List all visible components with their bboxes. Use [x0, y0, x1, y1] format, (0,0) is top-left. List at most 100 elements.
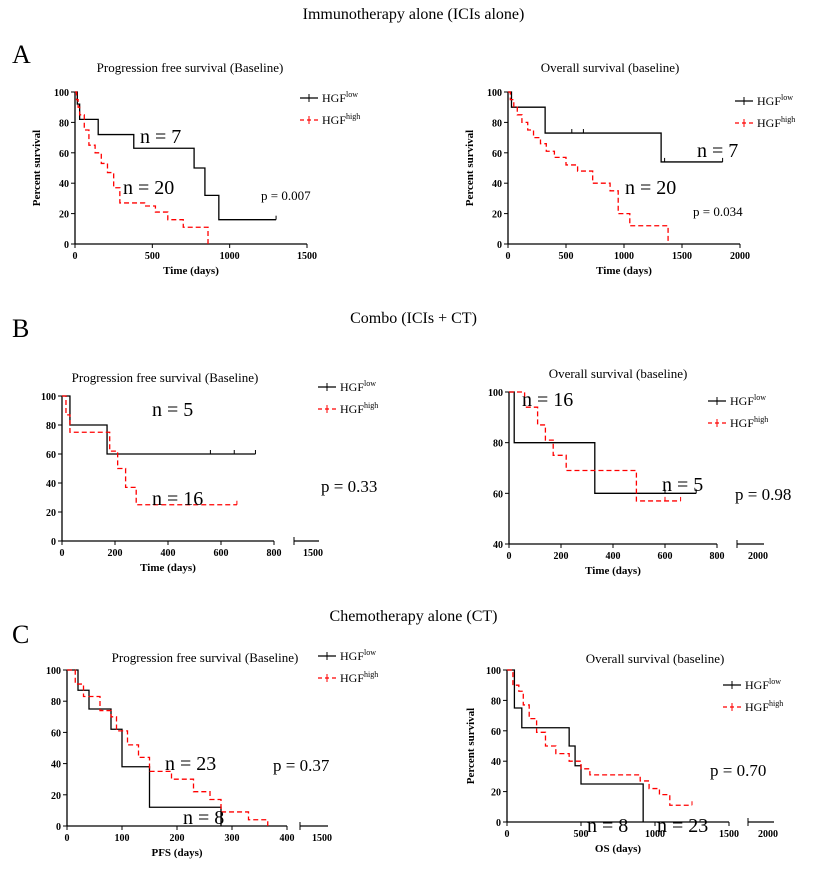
y-tick-label: 80	[491, 696, 501, 707]
n-count-annotation: n = 7	[697, 140, 738, 162]
x-tick-label: 500	[574, 829, 589, 840]
legend: HGFlow HGFhigh	[318, 379, 378, 416]
x-tick-label: 200	[108, 548, 123, 559]
y-tick-label: 80	[46, 421, 56, 432]
y-tick-label: 100	[488, 388, 503, 399]
x-tick-label: 300	[225, 833, 240, 844]
x-tick-label: 2000	[748, 551, 768, 562]
x-tick-label: 600	[658, 551, 673, 562]
n-count-annotation: n = 5	[662, 474, 703, 496]
x-tick-label: 1500	[719, 829, 739, 840]
n-count-annotation: n = 8	[183, 807, 224, 829]
y-tick-label: 80	[493, 439, 503, 450]
section-b-title: Combo (ICIs + CT)	[350, 310, 477, 327]
y-tick-label: 60	[491, 727, 501, 738]
legend-label-hgf-low: HGFlow	[340, 648, 376, 663]
y-tick-label: 80	[492, 118, 502, 129]
x-tick-label: 1000	[220, 251, 240, 262]
legend: HGFlow HGFhigh	[318, 648, 378, 685]
x-axis-label: Time (days)	[596, 265, 652, 277]
x-tick-label: 0	[60, 548, 65, 559]
legend-label-hgf-high: HGFhigh	[745, 699, 783, 714]
y-tick-label: 60	[492, 149, 502, 160]
y-tick-label: 40	[491, 757, 501, 768]
x-tick-label: 200	[170, 833, 185, 844]
y-tick-label: 80	[51, 697, 61, 708]
p-value-annotation: p = 0.33	[321, 477, 377, 496]
x-tick-label: 400	[280, 833, 295, 844]
y-tick-label: 0	[496, 818, 501, 829]
x-tick-label: 1500	[297, 251, 317, 262]
y-tick-label: 60	[59, 149, 69, 160]
x-tick-label: 1500	[312, 833, 332, 844]
series-line-hgf-high	[67, 669, 269, 826]
x-tick-label: 0	[505, 829, 510, 840]
p-value-annotation: p = 0.70	[710, 761, 766, 780]
y-tick-label: 100	[41, 392, 56, 403]
p-value-annotation: p = 0.007	[261, 188, 311, 203]
legend-label-hgf-low: HGFlow	[730, 393, 766, 408]
legend-label-hgf-low: HGFlow	[340, 379, 376, 394]
x-axis-label: Time (days)	[163, 265, 219, 277]
series-line-hgf-high	[509, 391, 681, 502]
n-count-annotation: n = 16	[152, 488, 203, 510]
series-line-hgf-low	[507, 669, 644, 822]
n-count-annotation: n = 20	[625, 177, 676, 199]
n-count-annotation: n = 20	[123, 177, 174, 199]
x-tick-label: 400	[606, 551, 621, 562]
x-tick-label: 0	[507, 551, 512, 562]
series-line-hgf-low	[62, 395, 256, 455]
series-line-hgf-high	[62, 395, 237, 506]
y-tick-label: 100	[487, 88, 502, 99]
section-a-title: Immunotherapy alone (ICIs alone)	[302, 6, 525, 23]
y-tick-label: 40	[46, 479, 56, 490]
legend-label-hgf-low: HGFlow	[757, 93, 793, 108]
chart-c-pfs: Progression free survival (Baseline) 0 20 4…	[46, 648, 378, 859]
chart-title: Overall survival (baseline)	[586, 651, 725, 666]
y-tick-label: 0	[51, 537, 56, 548]
series-line-hgf-high	[508, 91, 669, 244]
chart-a-pfs: Progression free survival (Baseline) 0 20 4…	[31, 60, 360, 277]
n-count-annotation: n = 8	[587, 815, 628, 837]
legend-label-hgf-low: HGFlow	[322, 90, 358, 105]
n-count-annotation: n = 7	[140, 126, 181, 148]
x-tick-label: 500	[559, 251, 574, 262]
legend: HGFlow HGFhigh	[735, 93, 795, 130]
y-tick-label: 100	[54, 88, 69, 99]
series-line-hgf-low	[67, 669, 222, 826]
legend: HGFlow HGFhigh	[723, 677, 783, 714]
y-tick-label: 0	[56, 822, 61, 833]
n-count-annotation: n = 23	[657, 815, 708, 837]
y-tick-label: 40	[493, 540, 503, 551]
y-tick-label: 20	[492, 210, 502, 221]
x-tick-label: 1500	[672, 251, 692, 262]
y-tick-label: 0	[64, 240, 69, 251]
chart-a-os: Overall survival (baseline)0204060801000…	[464, 60, 795, 277]
x-tick-label: 1000	[614, 251, 634, 262]
p-value-annotation: p = 0.37	[273, 756, 330, 775]
x-tick-label: 0	[506, 251, 511, 262]
y-tick-label: 40	[51, 760, 61, 771]
section-c-letter: C	[12, 620, 30, 649]
y-axis-label: Percent survival	[465, 708, 477, 784]
chart-title: Progression free survival (Baseline)	[97, 60, 284, 75]
y-tick-label: 100	[486, 666, 501, 677]
chart-b-pfs: Progression free survival (Baseline) 0 20 4…	[41, 370, 378, 574]
legend-label-hgf-high: HGFhigh	[340, 670, 378, 685]
y-axis-label: Percent survival	[31, 130, 43, 206]
x-tick-label: 800	[267, 548, 282, 559]
x-axis-label: Time (days)	[585, 565, 641, 577]
x-tick-label: 200	[554, 551, 569, 562]
y-tick-label: 100	[46, 666, 61, 677]
chart-c-os: Overall survival (baseline)0204060801000…	[465, 651, 783, 855]
section-c-title: Chemotherapy alone (CT)	[329, 608, 498, 625]
x-tick-label: 2000	[758, 829, 778, 840]
x-tick-label: 0	[73, 251, 78, 262]
legend-label-hgf-low: HGFlow	[745, 677, 781, 692]
x-tick-label: 1000	[645, 829, 665, 840]
x-axis-label: PFS (days)	[151, 847, 202, 859]
chart-title: Progression free survival (Baseline)	[72, 370, 259, 385]
x-tick-label: 400	[161, 548, 176, 559]
y-tick-label: 20	[46, 508, 56, 519]
